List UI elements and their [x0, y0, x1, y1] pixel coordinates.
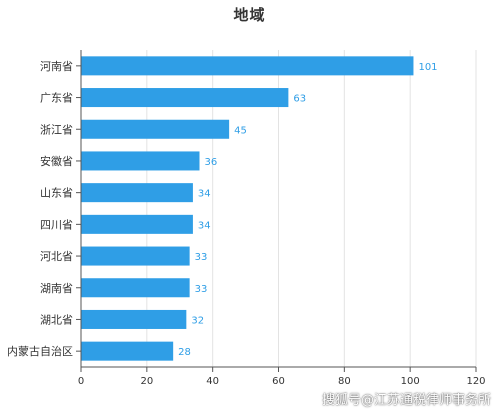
category-label: 山东省: [40, 187, 73, 200]
bar: [81, 119, 230, 139]
bar: [81, 151, 200, 171]
bar: [81, 183, 193, 203]
bar: [81, 56, 414, 76]
x-tick-label: 100: [401, 376, 420, 387]
axes: 0 20 40 60 80 100 120: [76, 50, 486, 387]
x-tick-label: 0: [78, 376, 84, 387]
watermark: 搜狐号@江苏通税律师事务所: [321, 393, 491, 408]
bar: [81, 246, 190, 266]
category-label: 河南省: [40, 60, 73, 73]
bar: [81, 309, 187, 329]
data-label: 28: [178, 347, 191, 358]
chart-title: 地域: [233, 6, 266, 24]
category-label: 安徽省: [40, 154, 73, 168]
x-tick-label: 20: [140, 376, 153, 387]
category-label: 四川省: [40, 218, 73, 231]
data-label: 34: [198, 189, 211, 200]
x-tick-label: 80: [338, 376, 351, 387]
bar: [81, 214, 193, 234]
data-label: 33: [195, 284, 208, 295]
data-label: 33: [195, 252, 208, 263]
labels: 河南省 101 广东省 63 浙江省 45 安徽省 36 山东省 34 四川省 34 河北省 33 湖南省 3…: [7, 60, 438, 358]
bars: [81, 56, 414, 361]
data-label: 101: [418, 62, 437, 73]
x-tick-label: 120: [466, 376, 485, 387]
category-label: 湖北省: [40, 313, 73, 326]
category-label: 广东省: [40, 92, 73, 105]
data-label: 45: [234, 125, 247, 136]
bar: [81, 341, 174, 361]
category-label: 内蒙古自治区: [7, 344, 73, 358]
data-label: 36: [205, 157, 218, 168]
x-tick-label: 60: [272, 376, 285, 387]
category-label: 浙江省: [40, 123, 73, 136]
data-label: 32: [191, 315, 204, 326]
category-label: 河北省: [40, 250, 73, 263]
data-label: 34: [198, 220, 211, 231]
category-label: 湖南省: [40, 282, 73, 295]
x-tick-label: 40: [206, 376, 219, 387]
bar: [81, 88, 289, 108]
bar: [81, 278, 190, 298]
data-label: 63: [293, 94, 306, 105]
